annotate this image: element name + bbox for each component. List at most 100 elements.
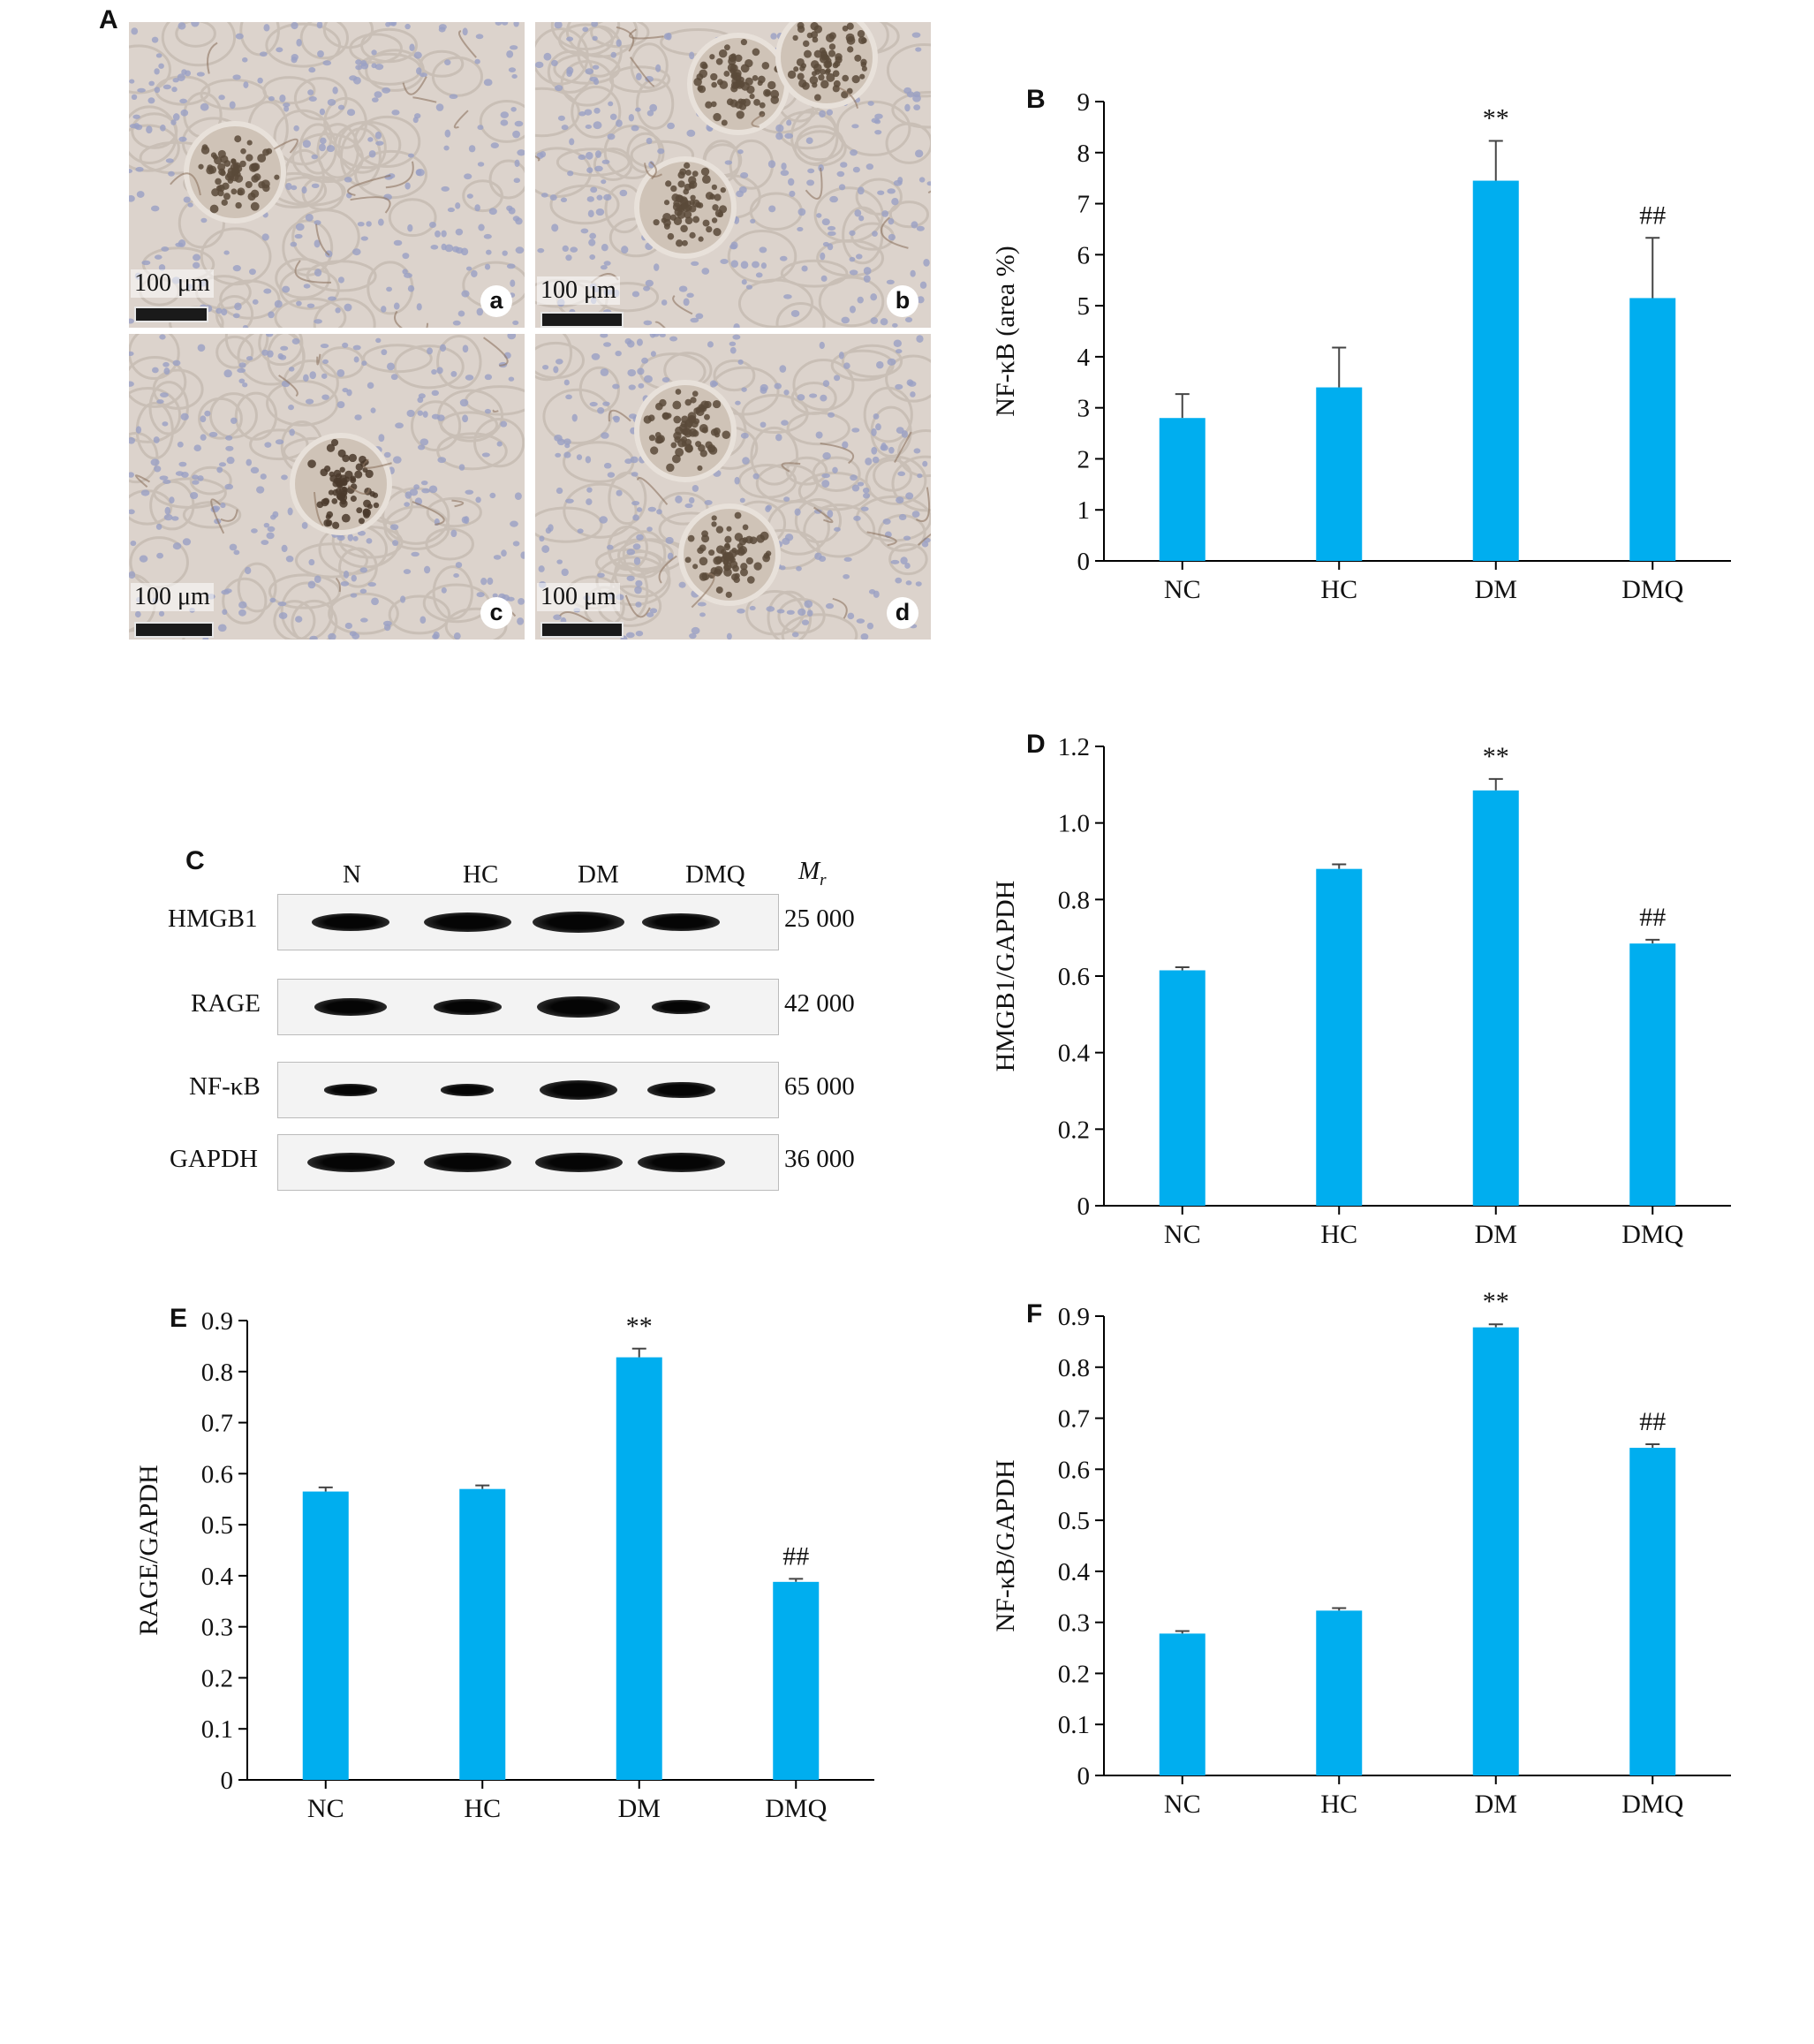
significance-mark: ## [1639, 201, 1666, 230]
blot-row-rage [277, 979, 779, 1035]
y-tick-label: 0.9 [1058, 1303, 1090, 1331]
y-axis-label: RAGE/GAPDH [134, 1465, 163, 1635]
y-tick-label: 0.4 [201, 1563, 234, 1591]
western-blot-panel: C N HC DM DMQ Mr HMGB1 25 000 RAGE 42 00… [0, 0, 883, 1237]
y-tick-label: 0.2 [201, 1664, 233, 1692]
lane-label: N [343, 860, 361, 889]
bar [773, 1581, 820, 1780]
y-tick-label: 0 [1077, 1762, 1091, 1790]
mr-value: 25 000 [784, 905, 855, 933]
significance-mark: ## [1639, 1407, 1666, 1436]
y-tick-label: 0.8 [201, 1359, 233, 1387]
x-tick-label: NC [1164, 1790, 1201, 1819]
lane-label: DM [578, 860, 619, 889]
blot-band [423, 912, 511, 932]
y-tick-label: 8 [1077, 140, 1091, 168]
panel-letter: B [1026, 85, 1046, 114]
x-tick-label: DMQ [765, 1794, 827, 1823]
scale-label: 100 μm [537, 276, 620, 305]
significance-mark: ** [1483, 103, 1509, 132]
mr-subscript: r [820, 870, 827, 890]
mr-value: 65 000 [784, 1072, 855, 1101]
bar [1472, 1327, 1519, 1775]
y-tick-label: 0.5 [201, 1511, 233, 1540]
y-tick-label: 1.0 [1058, 810, 1090, 838]
x-tick-label: DM [618, 1794, 661, 1823]
y-tick-label: 0.4 [1058, 1558, 1091, 1586]
scale-label: 100 μm [537, 583, 620, 611]
blot-band [540, 1080, 617, 1100]
y-tick-label: 0.6 [201, 1460, 233, 1488]
x-tick-label: HC [1320, 575, 1357, 604]
bar [1159, 970, 1206, 1206]
blot-band [537, 996, 620, 1018]
blot-band [433, 999, 502, 1015]
y-tick-label: 0.3 [1058, 1609, 1090, 1638]
bar [1629, 298, 1676, 561]
y-tick-label: 0.4 [1058, 1040, 1091, 1068]
x-tick-label: NC [307, 1794, 344, 1823]
y-tick-label: 0.6 [1058, 1456, 1090, 1484]
micrograph-a: 100 μm a [129, 22, 525, 328]
bar [1316, 868, 1363, 1206]
y-tick-label: 0.1 [1058, 1711, 1090, 1739]
scale-label: 100 μm [131, 269, 214, 298]
blot-band [642, 913, 720, 931]
x-tick-label: DM [1475, 575, 1517, 604]
scale-label: 100 μm [131, 583, 214, 611]
y-tick-label: 0 [221, 1767, 234, 1795]
y-tick-label: 7 [1077, 191, 1091, 219]
x-tick-label: HC [464, 1794, 501, 1823]
bar [1472, 790, 1519, 1206]
blot-band [652, 1000, 710, 1014]
blot-row-hmgb1 [277, 894, 779, 950]
significance-mark: ** [1483, 1287, 1509, 1316]
sub-label-badge: c [480, 597, 512, 629]
y-tick-label: 0.8 [1058, 1354, 1090, 1382]
y-tick-label: 1 [1077, 496, 1091, 525]
y-tick-label: 0.8 [1058, 886, 1090, 914]
mr-value: 36 000 [784, 1145, 855, 1173]
blot-band [314, 998, 388, 1016]
y-tick-label: 0.7 [201, 1410, 233, 1438]
protein-label: NF-κB [189, 1072, 261, 1101]
y-tick-label: 0.3 [201, 1614, 233, 1642]
bar [1629, 1448, 1676, 1775]
y-tick-label: 1.2 [1058, 733, 1090, 761]
x-tick-label: DM [1475, 1790, 1517, 1819]
protein-label: RAGE [191, 989, 261, 1018]
chart-e: E 0 0.1 0.2 0.3 0.4 0.5 0.6 0.7 0.8 0.9 RAGE/GAPDH N… [134, 1304, 874, 1823]
mr-letter: M [798, 857, 820, 885]
bar [459, 1488, 506, 1780]
y-tick-label: 0.7 [1058, 1405, 1090, 1434]
lane-label: HC [463, 860, 499, 889]
scale-bar [540, 622, 624, 638]
y-tick-label: 0.6 [1058, 963, 1090, 991]
y-tick-label: 6 [1077, 241, 1091, 269]
significance-mark: ** [626, 1312, 653, 1341]
x-tick-label: NC [1164, 575, 1201, 604]
y-tick-label: 3 [1077, 395, 1091, 423]
bar [1159, 1633, 1206, 1775]
x-tick-label: DMQ [1621, 1790, 1683, 1819]
chart-f: F 0 0.1 0.2 0.3 0.4 0.5 0.6 0.7 0.8 0.9 NF-κB/GAPDH… [991, 1287, 1731, 1819]
micrograph-c: 100 μm c [129, 334, 525, 640]
y-tick-label: 0.2 [1058, 1660, 1090, 1688]
blot-band [323, 1084, 378, 1096]
tissue-texture [129, 334, 525, 640]
x-tick-label: HC [1320, 1790, 1357, 1819]
panel-letter: E [170, 1304, 187, 1333]
blot-band [312, 913, 389, 931]
bar [1316, 1610, 1363, 1775]
panel-c-letter: C [185, 846, 205, 875]
y-tick-label: 0 [1077, 548, 1091, 576]
protein-label: HMGB1 [168, 905, 258, 933]
chart-b: B 0 1 2 3 4 5 6 7 8 9 NF-κB (area %) NC HC DM ** DMQ ## [991, 85, 1731, 604]
y-axis-label: NF-κB/GAPDH [991, 1459, 1020, 1631]
blot-band [534, 1153, 623, 1172]
blot-band [532, 911, 625, 934]
micrograph-d: 100 μm d [535, 334, 931, 640]
y-tick-label: 0.2 [1058, 1116, 1090, 1144]
blot-row-gapdh [277, 1134, 779, 1191]
panel-letter: F [1026, 1299, 1042, 1329]
